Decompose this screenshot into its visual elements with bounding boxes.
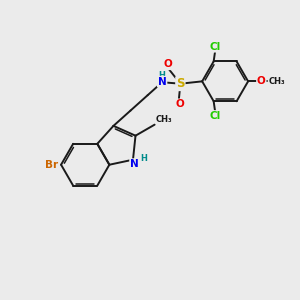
Text: N: N: [130, 159, 139, 169]
Text: CH₃: CH₃: [156, 115, 172, 124]
Text: N: N: [158, 76, 167, 87]
Text: O: O: [164, 59, 173, 69]
Text: Cl: Cl: [209, 111, 221, 121]
Text: CH₃: CH₃: [268, 77, 285, 86]
Text: H: H: [140, 154, 147, 163]
Text: O: O: [257, 76, 266, 86]
Text: H: H: [159, 71, 166, 80]
Text: Cl: Cl: [209, 42, 221, 52]
Text: Br: Br: [45, 160, 58, 170]
Text: O: O: [176, 99, 184, 109]
Text: S: S: [176, 77, 184, 90]
